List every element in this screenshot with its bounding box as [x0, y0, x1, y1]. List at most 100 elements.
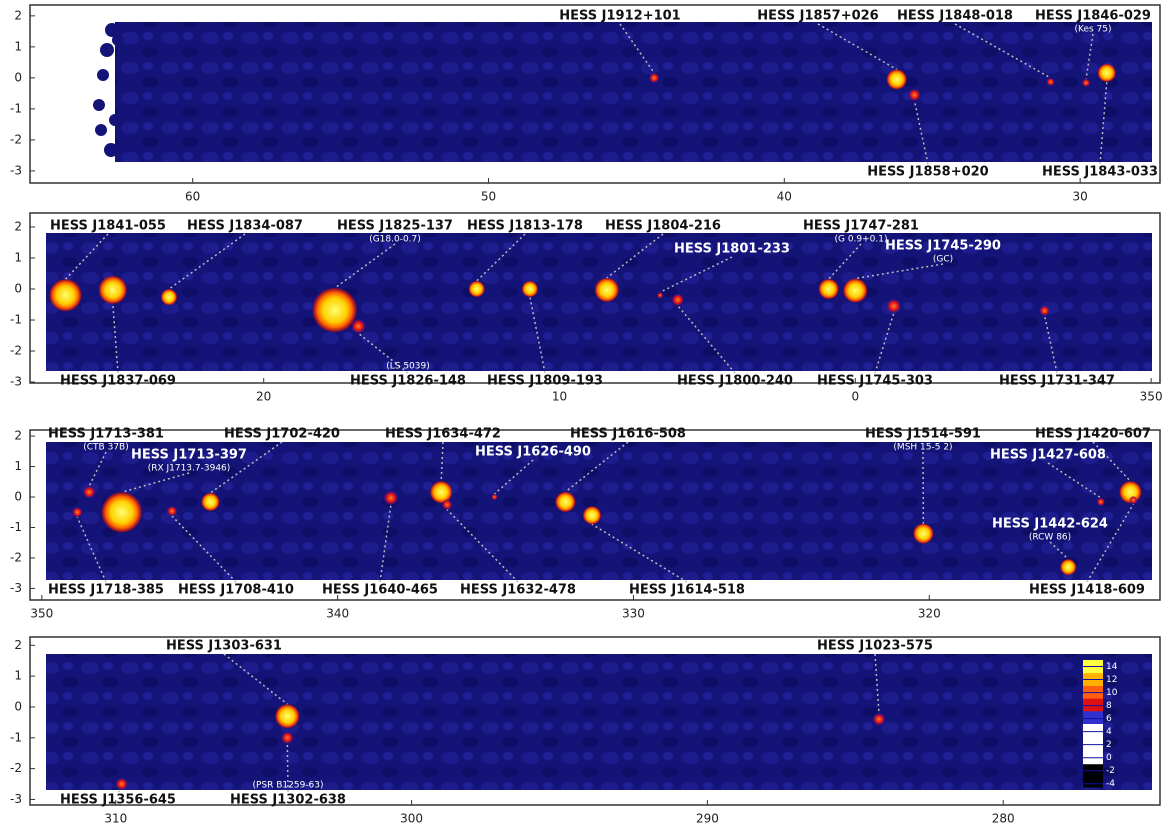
source-name: HESS J1616-508 — [570, 427, 686, 442]
y-tick-label: 0 — [14, 70, 22, 84]
source-name: HESS J1302-638 — [230, 793, 346, 808]
leader-line — [1099, 81, 1108, 165]
source-blob — [83, 486, 96, 499]
y-tick-label: -2 — [10, 761, 22, 775]
map-edge — [100, 43, 114, 57]
source-name: HESS J1614-518 — [629, 583, 745, 598]
colorbar-label: -2 — [1106, 766, 1115, 776]
colorbar-cell — [1083, 770, 1103, 773]
source-blob — [166, 506, 177, 517]
source-blob — [312, 288, 357, 333]
colorbar-cell — [1083, 700, 1103, 703]
y-tick-label: 1 — [14, 39, 22, 53]
y-tick-label: -1 — [10, 313, 22, 327]
colorbar-label: 6 — [1106, 714, 1112, 724]
source-blob — [657, 292, 664, 299]
leader-line — [88, 451, 107, 487]
leader-line — [954, 23, 1051, 79]
leader-line — [64, 233, 109, 280]
colorbar-cell — [1083, 689, 1103, 693]
source-blob — [913, 523, 934, 544]
colorbar-cell — [1083, 748, 1103, 752]
x-tick-label: 350 — [1140, 390, 1163, 404]
source-name: HESS J1713-397 — [131, 448, 247, 463]
colorbar-cell — [1083, 753, 1103, 756]
colorbar-cell — [1083, 670, 1103, 674]
colorbar-cell — [1083, 755, 1103, 758]
x-tick-label: 10 — [552, 390, 567, 404]
colorbar-cell — [1083, 664, 1103, 667]
colorbar-label: 4 — [1106, 727, 1112, 737]
x-tick-label: 280 — [992, 812, 1015, 826]
panel: -3 -2 -1 0 1 2 20 10 0 350 HESS J1841-055 HESS J183… — [10, 212, 1163, 404]
source-name: HESS J1801-233 — [674, 242, 790, 257]
source-blob — [101, 492, 142, 533]
colorbar-cell — [1083, 742, 1103, 746]
map-strip — [115, 22, 1152, 162]
source-name: HESS J1747-281 — [803, 219, 919, 234]
source-name: HESS J1632-478 — [460, 583, 576, 598]
source-name: HESS J1356-645 — [60, 793, 176, 808]
y-tick-label: -1 — [10, 101, 22, 115]
x-tick-label: 0 — [851, 390, 859, 404]
x-tick-label: 300 — [400, 812, 423, 826]
leader-line — [171, 515, 237, 583]
leader-line — [606, 233, 664, 279]
map-edge — [97, 69, 109, 81]
leader-line — [117, 789, 123, 793]
source-blob — [383, 490, 398, 505]
source-blob — [1039, 305, 1050, 316]
colorbar-cell — [1083, 698, 1103, 701]
colorbar-label: 8 — [1106, 701, 1112, 711]
source-blob — [115, 778, 128, 791]
source-blob — [351, 319, 366, 334]
y-tick-label: 2 — [14, 429, 22, 443]
colorbar-cell — [1083, 738, 1103, 741]
frame — [29, 636, 1161, 806]
y-tick-label: 2 — [14, 638, 22, 652]
leader-line — [817, 23, 898, 71]
source-name: HESS J1843-033 — [1042, 165, 1158, 180]
leader-line — [591, 523, 688, 583]
colorbar-cell — [1083, 683, 1103, 686]
leader-line — [446, 509, 519, 583]
source-name: HESS J1708-410 — [178, 583, 294, 598]
colorbar-cell — [1083, 725, 1103, 729]
map-edge — [93, 99, 105, 111]
source-blob — [201, 492, 220, 511]
source-name: HESS J1718-385 — [48, 583, 164, 598]
leader-line — [1049, 541, 1069, 560]
colorbar-cell — [1083, 679, 1103, 682]
colorbar-cell — [1083, 712, 1103, 716]
leader-line — [659, 256, 733, 293]
leader-line — [493, 459, 534, 495]
source-name: HESS J1858+020 — [867, 165, 988, 180]
colorbar-cell — [1083, 759, 1103, 763]
colorbar-label: 12 — [1106, 675, 1117, 685]
colorbar-cell — [1083, 746, 1103, 750]
panel: -3 -2 -1 0 1 2 60 50 40 30 HESS J1912+101 HESS J185… — [10, 4, 1161, 204]
source-name: HESS J1023-575 — [817, 639, 933, 654]
colorbar-cell — [1083, 763, 1103, 767]
leader-line — [223, 653, 288, 705]
colorbar-cell — [1083, 666, 1103, 669]
y-tick-label: 2 — [14, 219, 22, 233]
colorbar-cell — [1083, 772, 1103, 775]
map-strip — [46, 654, 1152, 790]
colorbar-cell — [1083, 776, 1103, 780]
leader-line — [1092, 441, 1131, 482]
source-name: HESS J1846-029 — [1035, 9, 1151, 24]
colorbar-cell — [1083, 706, 1103, 710]
x-tick-label: 310 — [104, 812, 127, 826]
source-name: HESS J1848-018 — [897, 9, 1013, 24]
colorbar-label: 10 — [1106, 688, 1118, 698]
source-name: HESS J1745-303 — [817, 374, 933, 389]
colorbar-cell — [1083, 751, 1103, 754]
source-note: (LS 5039) — [386, 362, 430, 372]
leader-line — [476, 233, 526, 282]
leader-line — [112, 303, 119, 374]
colorbar-label: 14 — [1106, 662, 1118, 672]
map-strip — [46, 233, 1152, 371]
source-blob — [72, 507, 83, 518]
leader-line — [286, 743, 289, 793]
